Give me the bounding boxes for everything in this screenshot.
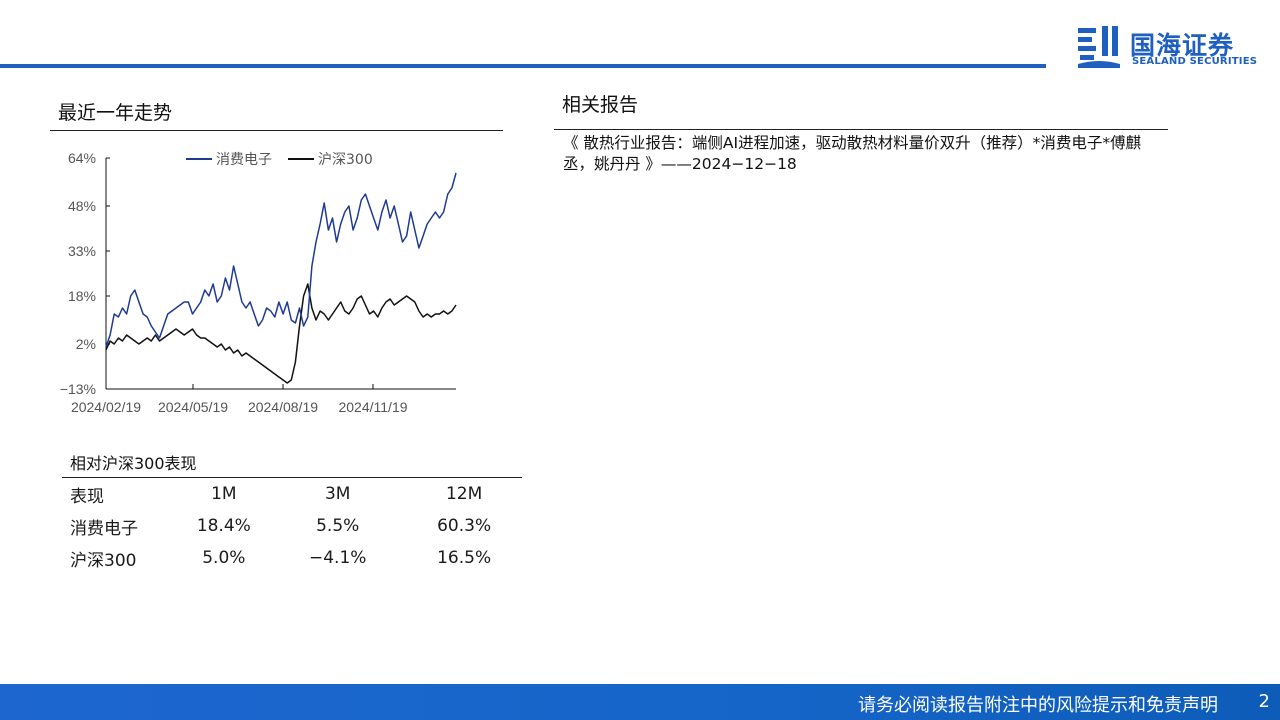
y-tick-label: 18% xyxy=(68,288,96,304)
performance-table-title: 相对沪深300表现 xyxy=(70,454,197,473)
y-tick-label: 2% xyxy=(76,336,96,352)
related-title-rule xyxy=(554,129,1168,130)
related-report-link[interactable]: 《 散热行业报告：端侧AI进程加速，驱动散热材料量价双升（推荐）*消费电子*傅麒… xyxy=(563,134,1142,173)
related-reports-title: 相关报告 xyxy=(562,94,639,116)
table-header-cell: 表现 xyxy=(70,486,104,507)
page-number: 2 xyxy=(1258,691,1270,712)
x-tick-label: 2024/02/19 xyxy=(71,399,141,415)
table-header-cell: 12M xyxy=(445,484,483,504)
header-rule xyxy=(0,64,1046,68)
series-line xyxy=(105,172,457,348)
table-row: 消费电子 18.4% 5.5% 60.3% xyxy=(62,510,522,542)
table-cell: 5.0% xyxy=(202,548,246,568)
table-cell: 消费电子 xyxy=(70,518,138,539)
sealand-logo-icon xyxy=(1078,26,1120,68)
logo-english-name: SEALAND SECURITIES xyxy=(1132,56,1258,67)
legend-label: 消费电子 xyxy=(216,152,272,168)
table-cell: 沪深300 xyxy=(70,550,137,571)
x-tick-label: 2024/08/19 xyxy=(248,399,318,415)
table-cell: 16.5% xyxy=(437,548,492,568)
logo-chinese-name: 国海证券 xyxy=(1130,31,1235,60)
table-header-cell: 1M xyxy=(211,484,237,504)
table-cell: −4.1% xyxy=(308,548,367,568)
x-tick-label: 2024/11/19 xyxy=(338,399,407,415)
performance-table: 表现 1M 3M 12M 消费电子 18.4% 5.5% 60.3% 沪深300… xyxy=(62,477,522,574)
y-tick-label: 64% xyxy=(68,150,96,166)
footer-disclaimer: 请务必阅读报告附注中的风险提示和免责声明 xyxy=(858,695,1218,716)
table-row: 沪深300 5.0% −4.1% 16.5% xyxy=(62,542,522,574)
company-logo: 国海证券 SEALAND SECURITIES xyxy=(1076,24,1258,72)
table-cell: 5.5% xyxy=(316,516,360,536)
table-header-cell: 3M xyxy=(324,484,351,504)
legend-label: 沪深300 xyxy=(318,152,373,168)
trend-title-rule xyxy=(50,130,503,131)
table-cell: 60.3% xyxy=(437,516,492,536)
x-tick-label: 2024/05/19 xyxy=(158,399,228,415)
table-cell: 18.4% xyxy=(196,516,251,536)
trend-line-chart: 64% 48% 33% 18% 2% −13% 2024/02/19 2024/05/19 20… xyxy=(60,150,457,415)
table-header-row: 表现 1M 3M 12M xyxy=(62,478,522,511)
series-line xyxy=(105,283,457,384)
footer-bar: 请务必阅读报告附注中的风险提示和免责声明 2 xyxy=(0,684,1280,720)
trend-section-title: 最近一年走势 xyxy=(58,102,173,124)
y-tick-label: 33% xyxy=(68,243,96,259)
y-tick-label: −13% xyxy=(60,381,96,397)
y-tick-label: 48% xyxy=(68,198,96,214)
